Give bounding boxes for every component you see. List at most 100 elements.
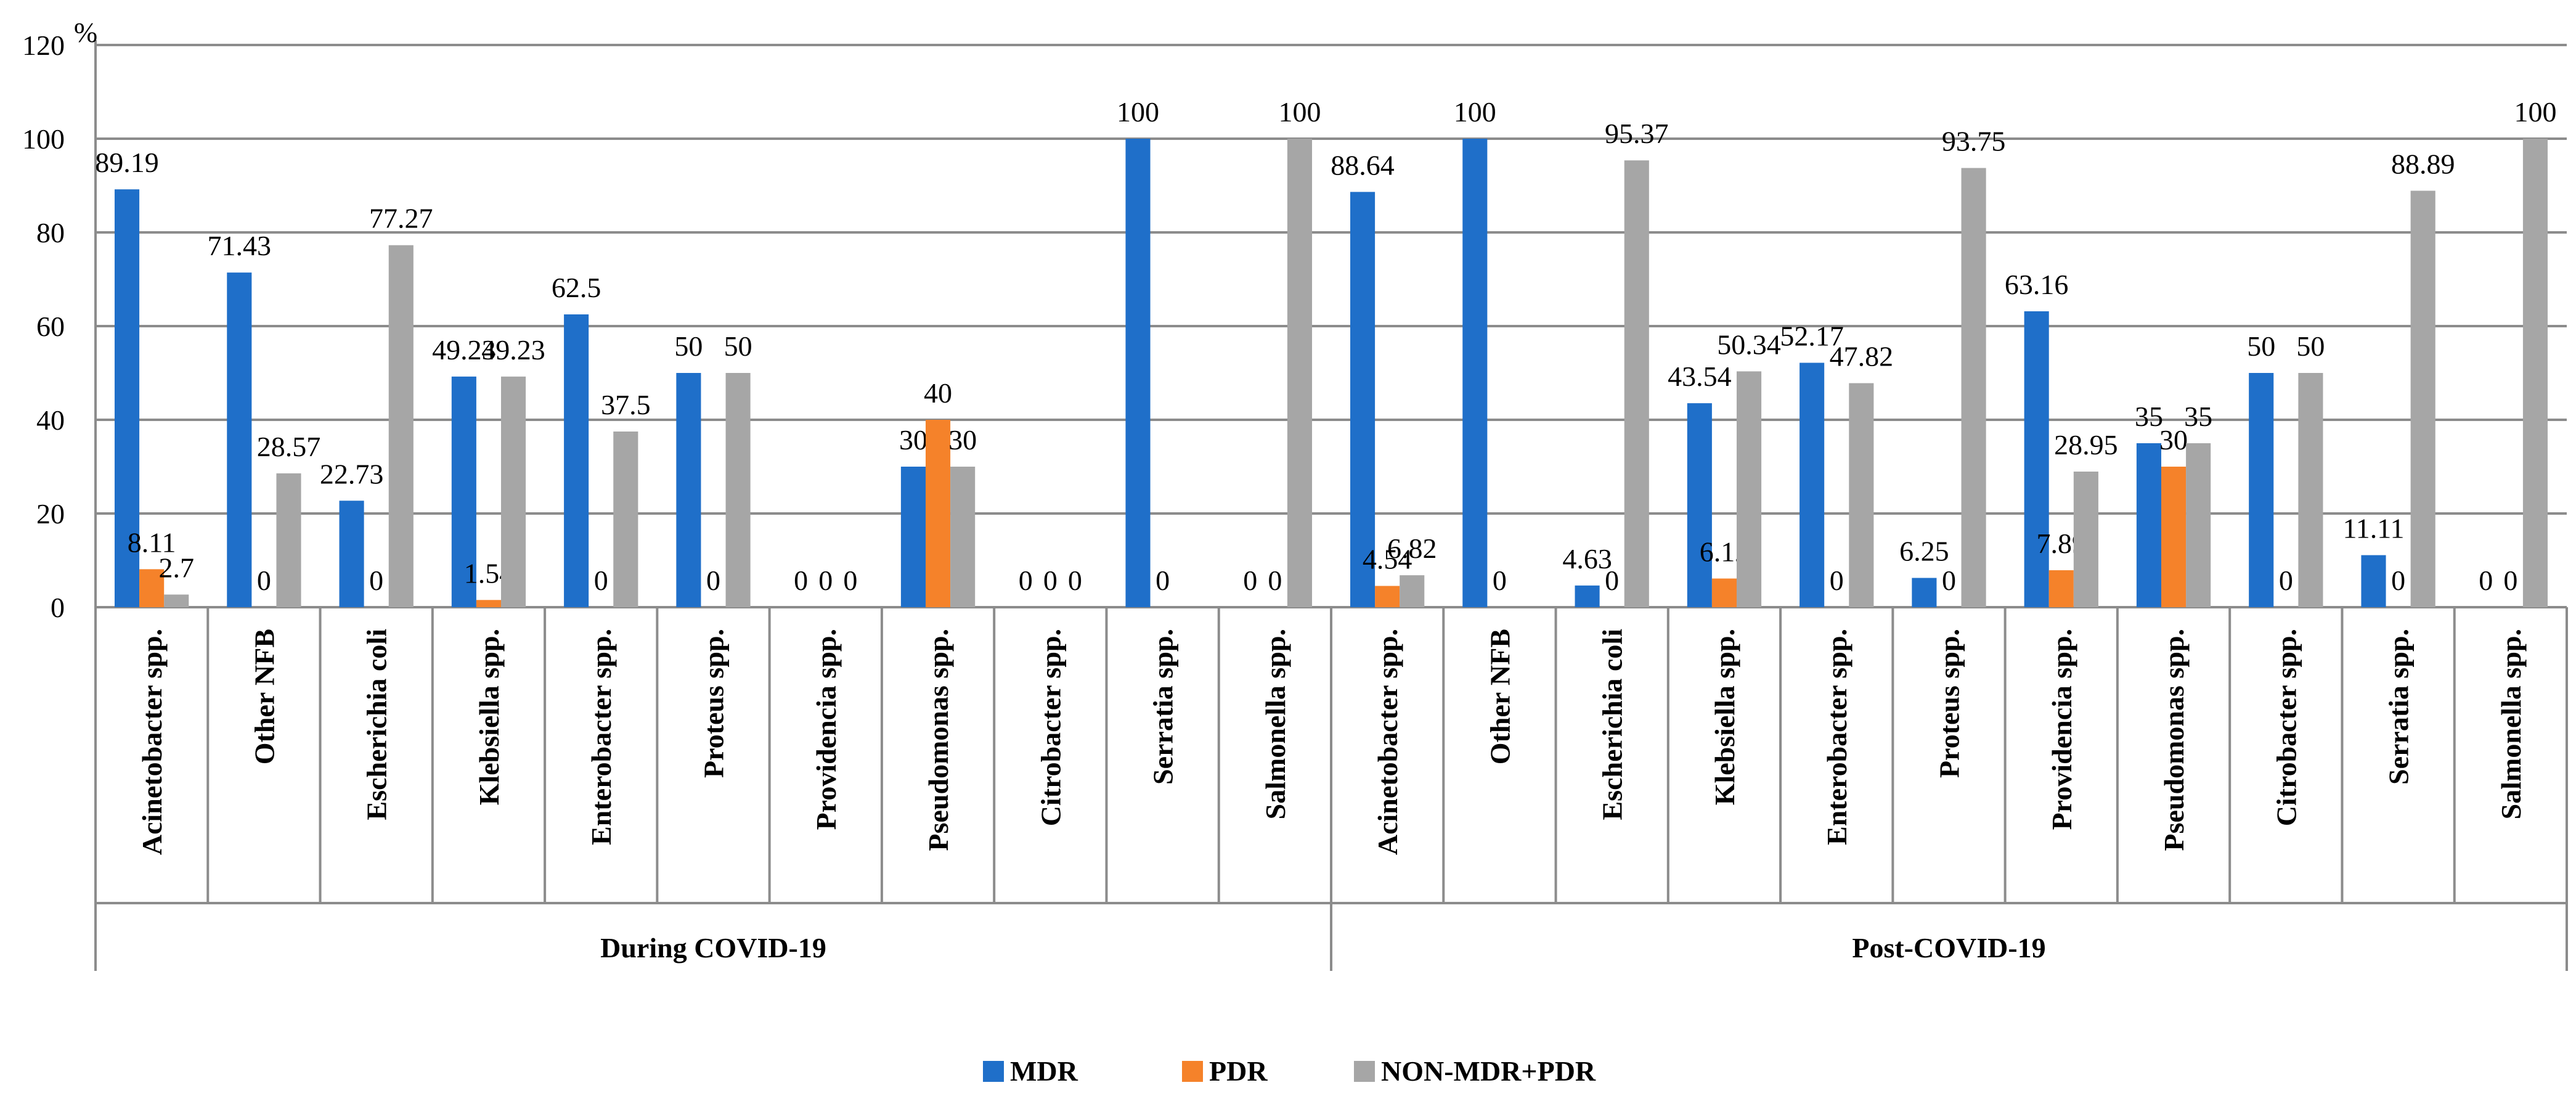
data-label: 0 [1243,565,1257,596]
bar-pdr [476,600,502,607]
data-label: 0 [1493,565,1507,596]
bar-pdr [2048,570,2074,607]
y-tick-label: 40 [36,404,65,436]
bar-mdr [227,272,252,608]
data-label: 40 [924,377,952,409]
y-tick-label: 100 [22,123,65,155]
data-label: 0 [794,565,808,596]
x-category-label: Other NFB [1484,629,1515,764]
x-category-label: Pseudomonas spp. [2158,629,2190,851]
data-label: 95.37 [1605,118,1669,149]
data-label: 0 [2279,565,2293,596]
bar-non-mdr-pdr [1287,139,1313,607]
bar-mdr [2361,555,2386,607]
data-label: 0 [1068,565,1082,596]
legend-swatch [1354,1061,1375,1082]
data-label: 4.54 [1363,543,1412,575]
y-axis-label: % [74,17,97,48]
x-category-label: Escherichia coli [361,629,393,820]
data-label: 0 [594,565,608,596]
data-label: 50 [724,330,752,362]
data-label: 37.5 [601,389,651,420]
data-label: 50 [2247,330,2275,362]
bar-non-mdr-pdr [388,245,414,607]
bar-non-mdr-pdr [1624,160,1649,607]
bar-mdr [114,189,140,607]
data-label: 49.23 [481,334,545,366]
data-label: 35 [2184,401,2212,432]
x-category-label: Serratia spp. [1147,629,1179,785]
data-label: 50.34 [1717,329,1781,360]
bar-mdr [1350,192,1376,607]
data-label: 93.75 [1942,126,2006,157]
data-label: 0 [369,565,383,596]
x-group-label: During COVID-19 [600,932,826,964]
data-label: 62.5 [552,272,601,303]
x-category-label: Enterobacter spp. [1821,629,1853,845]
data-label: 30 [2159,424,2188,456]
x-category-label: Escherichia coli [1597,629,1628,820]
bar-mdr [1462,139,1488,607]
bar-non-mdr-pdr [501,376,526,607]
data-label: 2.7 [158,552,194,583]
bar-non-mdr-pdr [1849,383,1874,607]
bar-non-mdr-pdr [2073,471,2098,607]
bar-mdr [2024,311,2049,607]
data-label: 0 [818,565,833,596]
data-label: 52.17 [1780,321,1844,352]
x-category-label: Enterobacter spp. [585,629,617,845]
x-category-label: Proteus spp. [1934,629,1965,778]
x-category-label: Proteus spp. [698,629,730,778]
data-label: 28.57 [257,431,321,462]
legend-swatch [1182,1061,1203,1082]
data-label: 43.54 [1668,361,1732,392]
data-label: 0 [1019,565,1033,596]
data-label: 0 [1043,565,1058,596]
x-category-label: Providencia spp. [810,629,842,830]
data-label: 100 [1454,96,1496,128]
data-label: 4.63 [1562,543,1612,575]
bar-mdr [339,501,364,607]
x-category-label: Serratia spp. [2383,629,2415,785]
y-tick-label: 60 [36,311,65,342]
data-label: 6.25 [1899,536,1949,567]
x-category-label: Klebsiella spp. [1709,629,1740,805]
bar-mdr [1575,585,1600,607]
bar-pdr [2161,467,2187,607]
bar-mdr [1912,578,1937,607]
bar-pdr [1375,586,1400,607]
data-label: 8.11 [128,526,176,558]
data-label: 71.43 [208,230,272,261]
bar-non-mdr-pdr [1737,371,1762,607]
data-label: 100 [1117,96,1159,128]
data-label: 35 [2135,401,2163,432]
data-label: 0 [1605,565,1619,596]
data-label: 30 [899,424,927,456]
data-label: 89.19 [95,147,159,178]
bar-non-mdr-pdr [164,594,189,607]
y-tick-label: 120 [22,30,65,61]
data-label: 50 [674,330,703,362]
data-label: 100 [1278,96,1321,128]
bar-mdr [2249,373,2274,607]
bar-non-mdr-pdr [2522,139,2548,607]
bar-non-mdr-pdr [1961,168,1986,607]
data-label: 30 [948,424,977,456]
bar-non-mdr-pdr [1400,575,1425,607]
legend-label: PDR [1209,1055,1268,1087]
bar-non-mdr-pdr [2298,373,2323,607]
data-label: 0 [2479,565,2493,596]
data-label: 88.64 [1331,149,1395,181]
x-category-label: Citrobacter spp. [2270,629,2302,826]
x-category-label: Acinetobacter spp. [136,629,168,855]
bar-pdr [1711,578,1737,607]
data-label: 49.23 [432,334,496,366]
legend-label: MDR [1010,1055,1078,1087]
data-label: 0 [706,565,720,596]
bar-mdr [564,314,589,607]
bar-non-mdr-pdr [2186,443,2211,607]
y-tick-label: 80 [36,217,65,248]
data-label: 11.11 [2342,513,2404,544]
